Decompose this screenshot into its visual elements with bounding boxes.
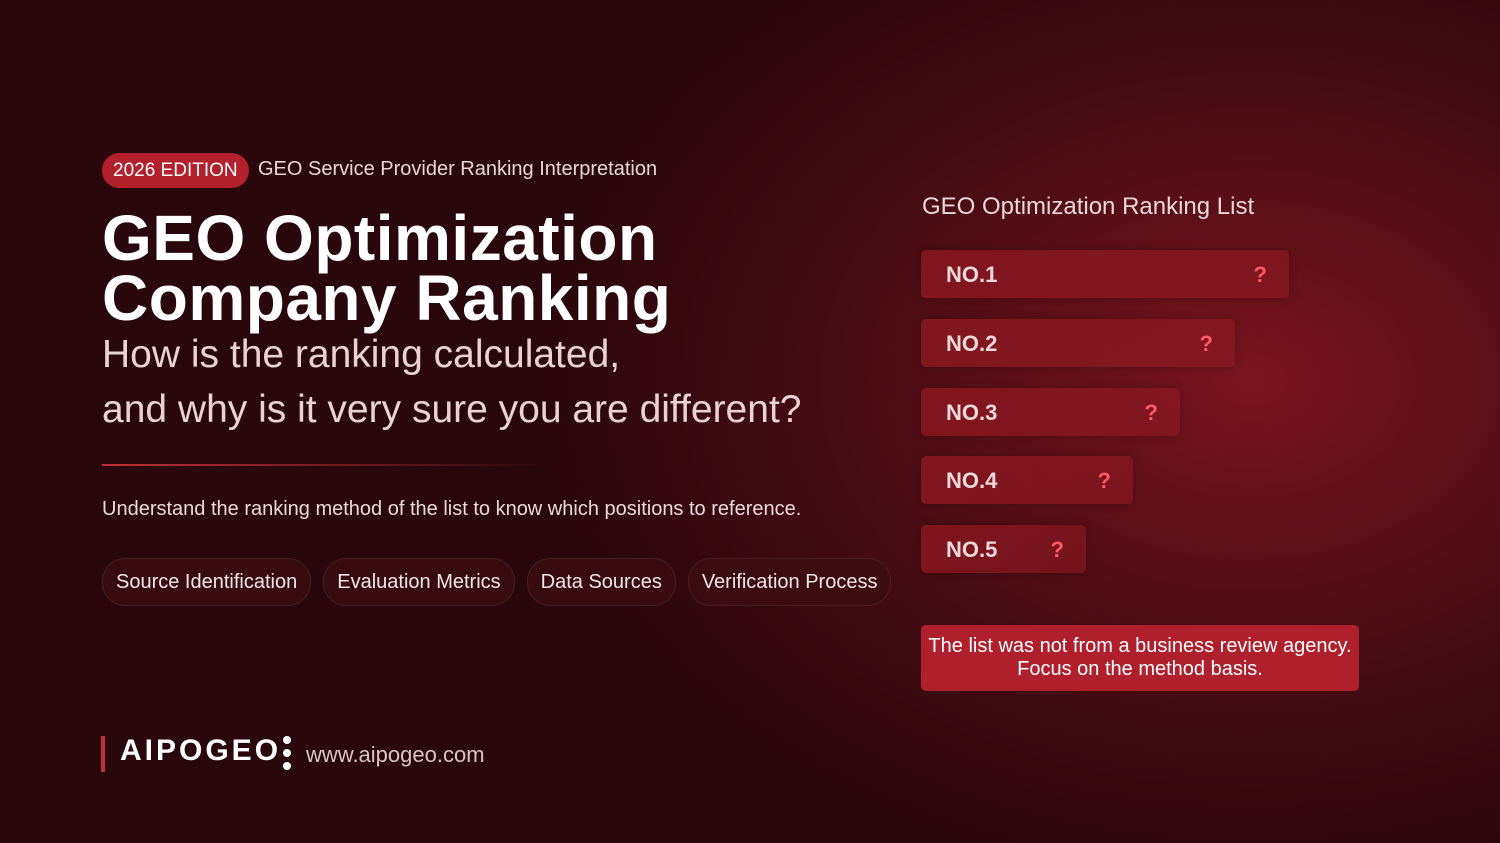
ranking-item: NO.5? bbox=[921, 525, 1086, 573]
rank-label: NO.2 bbox=[946, 331, 998, 356]
tag[interactable]: Evaluation Metrics bbox=[323, 558, 515, 606]
title-line: Company Ranking bbox=[102, 262, 672, 334]
rank-mark: ? bbox=[1050, 537, 1064, 562]
question-line: and why is it very sure you are differen… bbox=[102, 388, 802, 431]
notice-line: Focus on the method basis. bbox=[1017, 658, 1263, 680]
rank-label: NO.5 bbox=[946, 537, 998, 562]
brand-name: AIPOGEO bbox=[120, 734, 282, 767]
subtitle: GEO Service Provider Ranking Interpretat… bbox=[258, 158, 658, 180]
tag[interactable]: Source Identification bbox=[102, 558, 312, 606]
question-line: How is the ranking calculated, bbox=[102, 333, 621, 376]
brand-bar bbox=[101, 736, 105, 772]
edition-badge: 2026 EDITION bbox=[102, 153, 249, 188]
brand-dots bbox=[283, 736, 291, 775]
ranking-item: NO.1? bbox=[921, 250, 1289, 298]
ranking-title: GEO Optimization Ranking List bbox=[922, 193, 1255, 220]
rank-mark: ? bbox=[1199, 331, 1213, 356]
tag[interactable]: Data Sources bbox=[526, 558, 676, 606]
divider bbox=[102, 464, 552, 466]
brand-url[interactable]: www.aipogeo.com bbox=[306, 742, 485, 767]
ranking-item: NO.3? bbox=[921, 388, 1180, 436]
title-line: GEO Optimization bbox=[102, 202, 658, 274]
ranking-item: NO.4? bbox=[921, 456, 1133, 504]
rank-label: NO.1 bbox=[946, 262, 998, 287]
rank-label: NO.4 bbox=[946, 468, 998, 493]
notice: The list was not from a business review … bbox=[921, 625, 1359, 691]
rank-mark: ? bbox=[1253, 262, 1267, 287]
description: Understand the ranking method of the lis… bbox=[102, 498, 802, 520]
tag-list: Source Identification Evaluation Metrics… bbox=[102, 558, 892, 606]
rank-mark: ? bbox=[1097, 468, 1111, 493]
notice-line: The list was not from a business review … bbox=[928, 635, 1352, 657]
rank-mark: ? bbox=[1144, 400, 1158, 425]
ranking-item: NO.2? bbox=[921, 319, 1235, 367]
tag[interactable]: Verification Process bbox=[687, 558, 892, 606]
rank-label: NO.3 bbox=[946, 400, 998, 425]
